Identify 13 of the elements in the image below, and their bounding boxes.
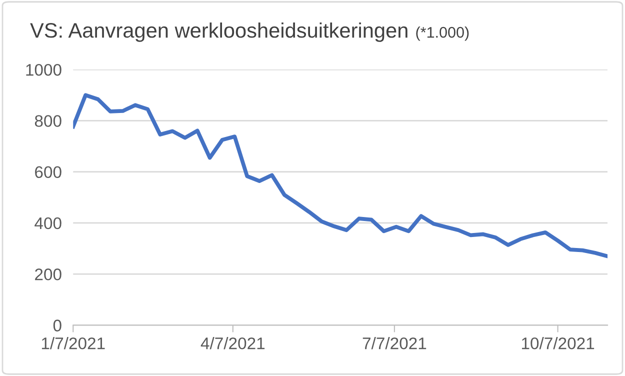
x-tick-label: 1/7/2021 xyxy=(42,337,105,350)
chart-subtitle: (*1.000) xyxy=(416,26,469,41)
x-tick-label: 4/7/2021 xyxy=(200,337,265,350)
y-tick-label: 0 xyxy=(53,320,62,332)
x-tick-label: 10/7/2021 xyxy=(522,337,594,350)
x-tick-label: 7/7/2021 xyxy=(362,337,426,350)
y-tick-label: 400 xyxy=(34,217,62,230)
y-tick-label: 600 xyxy=(35,166,62,178)
y-tick-label: 1000 xyxy=(26,64,62,76)
y-tick-label: 800 xyxy=(34,115,62,127)
line-series xyxy=(73,93,608,258)
chart-title: VS: Aanvragen werkloosheidsuitkeringen xyxy=(30,22,408,42)
y-tick-label: 200 xyxy=(35,268,62,280)
